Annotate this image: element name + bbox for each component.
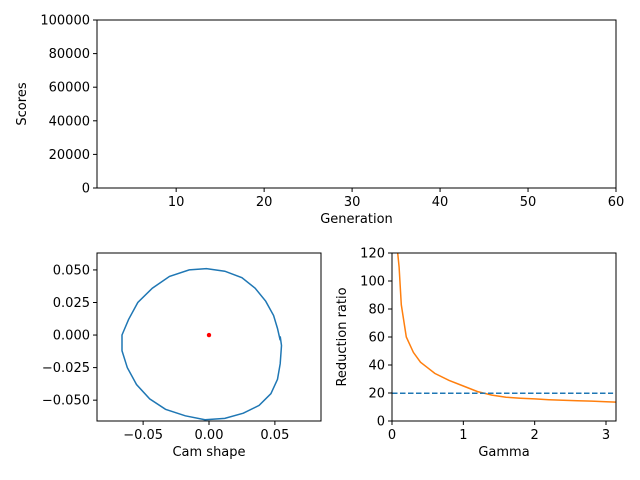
x-tick-label: 60 <box>608 195 625 210</box>
y-tick-label: 40 <box>368 359 385 374</box>
y-tick-label: −0.050 <box>42 394 90 409</box>
y-axis-label: Scores <box>15 82 30 125</box>
y-tick-label: 40000 <box>49 114 90 129</box>
x-tick-label: 10 <box>168 195 185 210</box>
y-tick-label: 0 <box>377 415 385 430</box>
y-tick-label: 0.025 <box>53 296 90 311</box>
x-tick-label: 0.05 <box>260 428 289 443</box>
center-point <box>206 332 212 338</box>
axes-frame <box>391 252 617 422</box>
x-axis-label: Generation <box>320 212 393 227</box>
x-axis-label: Gamma <box>478 445 529 460</box>
y-tick-label: 0.000 <box>53 329 90 344</box>
x-tick-label: 1 <box>459 428 467 443</box>
x-tick-label: 50 <box>520 195 537 210</box>
axes-frame <box>96 19 617 189</box>
y-tick-label: 60000 <box>49 81 90 96</box>
x-tick-label: 2 <box>531 428 539 443</box>
y-tick-label: 0 <box>82 182 90 197</box>
series-line-1 <box>396 252 617 403</box>
axes-1: 10 20 30 40 50 60 0 20000 40000 60000 80000 100000 G… <box>15 14 624 228</box>
y-tick-label: 120 <box>360 247 385 262</box>
x-tick-label: −0.05 <box>123 428 163 443</box>
x-tick-label: 0 <box>388 428 396 443</box>
x-axis-label: Cam shape <box>172 445 245 460</box>
y-tick-label: 100000 <box>40 14 90 29</box>
x-tick-label: 3 <box>602 428 610 443</box>
y-tick-label: 60 <box>368 331 385 346</box>
y-tick-label: 20000 <box>49 148 90 163</box>
y-tick-label: −0.025 <box>42 361 90 376</box>
y-axis-label: Reduction ratio <box>335 287 350 386</box>
y-tick-label: 80000 <box>49 47 90 62</box>
y-tick-label: 100 <box>360 275 385 290</box>
x-tick-label: 20 <box>256 195 273 210</box>
x-tick-label: 30 <box>344 195 361 210</box>
x-tick-label: 40 <box>432 195 449 210</box>
y-tick-label: 0.050 <box>53 263 90 278</box>
axes-3: 0 1 2 3 0 20 40 60 80 100 120 Gamma Reduction ratio <box>335 247 617 460</box>
x-tick-label: 0.00 <box>195 428 224 443</box>
y-tick-label: 80 <box>368 303 385 318</box>
y-tick-label: 20 <box>368 387 385 402</box>
series-line-1 <box>121 267 283 421</box>
axes-2: −0.05 0.00 0.05 −0.050 −0.025 0.000 0.025 0.050… <box>42 252 322 460</box>
